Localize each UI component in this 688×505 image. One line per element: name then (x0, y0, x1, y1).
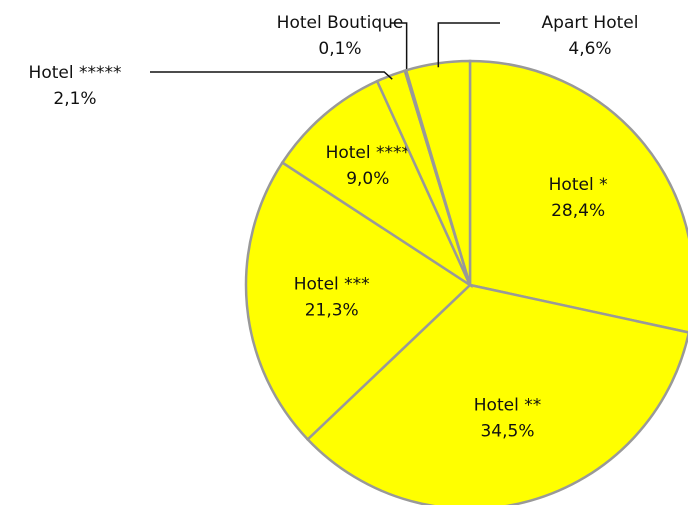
leader-line (390, 22, 408, 75)
slice-value-label: 21,3% (305, 301, 359, 321)
slice-value-label: 9,0% (346, 169, 389, 189)
slice-value-label: 0,1% (318, 39, 361, 59)
slice-label: Hotel * (549, 175, 608, 195)
slice-value-label: 4,6% (568, 39, 611, 59)
slice-value-label: 34,5% (480, 422, 534, 442)
leader-line (150, 71, 393, 80)
pie-slice (305, 283, 688, 505)
slice-value-label: 28,4% (551, 201, 605, 221)
slice-label: Hotel ***** (29, 63, 122, 83)
pie-slice (244, 160, 473, 442)
pie-slice (280, 79, 473, 289)
slice-label: Hotel Boutique (277, 13, 404, 33)
pie-slice (468, 59, 688, 334)
leader-line (437, 22, 500, 68)
slice-label: Apart Hotel (542, 13, 639, 33)
slice-value-label: 2,1% (53, 89, 96, 109)
slice-label: Hotel **** (326, 143, 410, 163)
slice-label: Hotel *** (294, 275, 370, 295)
slice-label: Hotel ** (474, 396, 541, 416)
